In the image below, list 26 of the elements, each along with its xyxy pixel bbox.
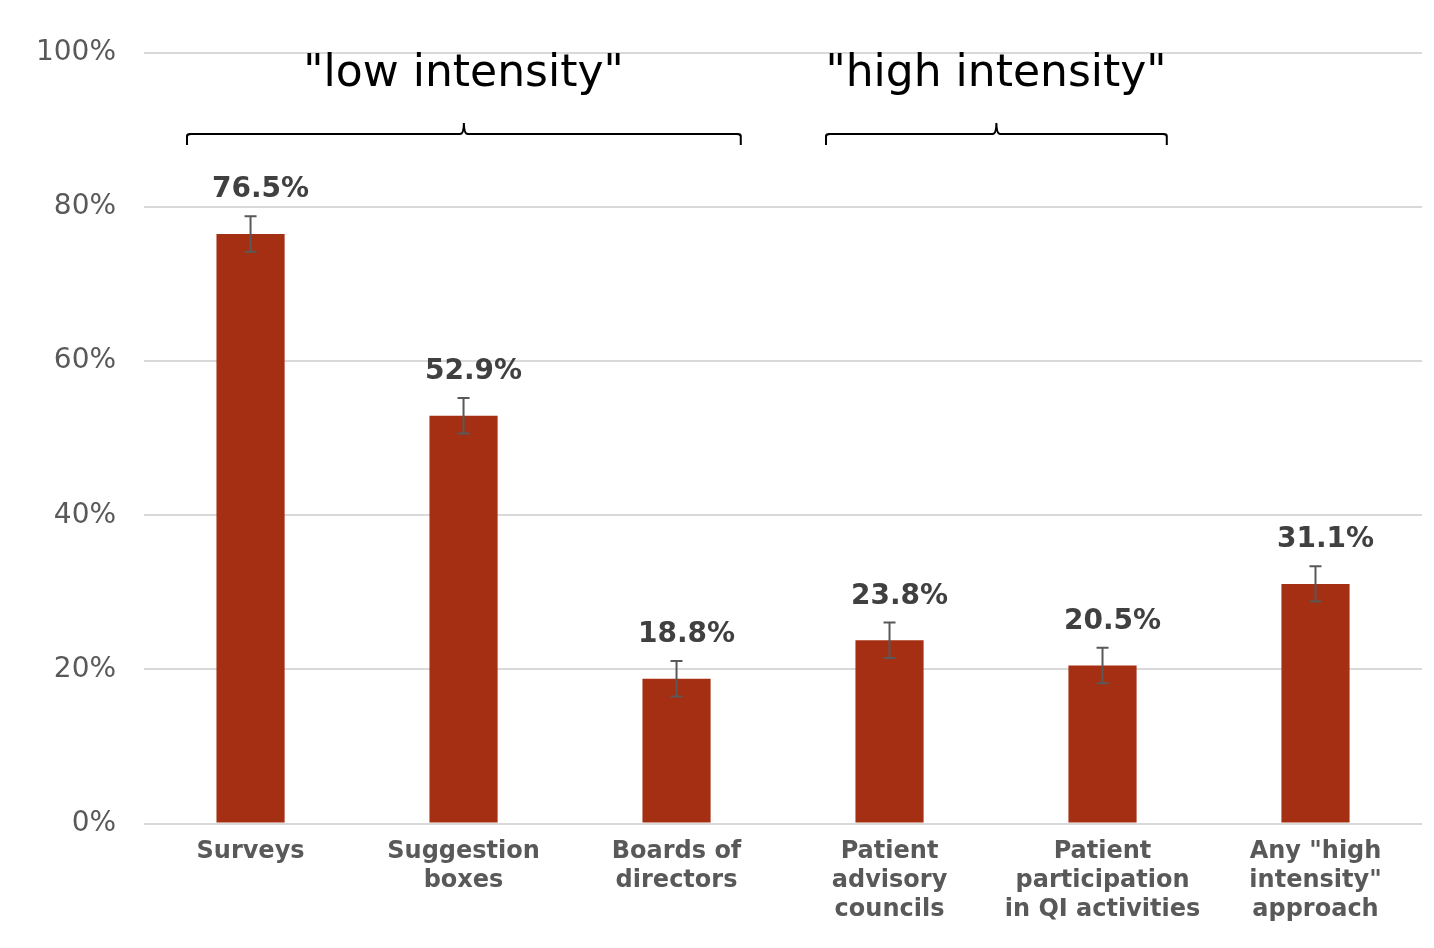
x-tick-label: Any "high intensity" approach: [1249, 836, 1382, 922]
bar: [642, 678, 711, 823]
x-tick-label: Boards of directors: [611, 836, 742, 894]
bar: [1068, 665, 1137, 823]
bar: [1281, 583, 1350, 823]
x-tick-label: Suggestion boxes: [387, 836, 540, 894]
x-tick-label: Patient advisory councils: [831, 836, 948, 922]
bar: [216, 233, 285, 823]
bar: [855, 640, 924, 823]
y-tick-label: 0%: [71, 804, 117, 838]
data-label: 20.5%: [1063, 603, 1162, 637]
annotation: "high intensity": [824, 44, 1168, 96]
y-tick-label: 60%: [53, 342, 117, 376]
data-label: 23.8%: [850, 577, 949, 611]
data-label: 18.8%: [637, 616, 736, 650]
y-tick-label: 20%: [53, 650, 117, 684]
y-tick-label: 80%: [53, 188, 117, 222]
data-label: 31.1%: [1276, 521, 1375, 555]
annotation: "low intensity": [302, 44, 625, 96]
bar: [429, 415, 498, 823]
x-tick-label: Patient participation in QI activities: [1004, 836, 1201, 922]
data-label: 52.9%: [424, 353, 523, 387]
y-tick-label: 100%: [35, 34, 117, 68]
x-tick-label: Surveys: [196, 836, 305, 865]
data-label: 76.5%: [211, 171, 310, 205]
y-tick-label: 40%: [53, 496, 117, 530]
